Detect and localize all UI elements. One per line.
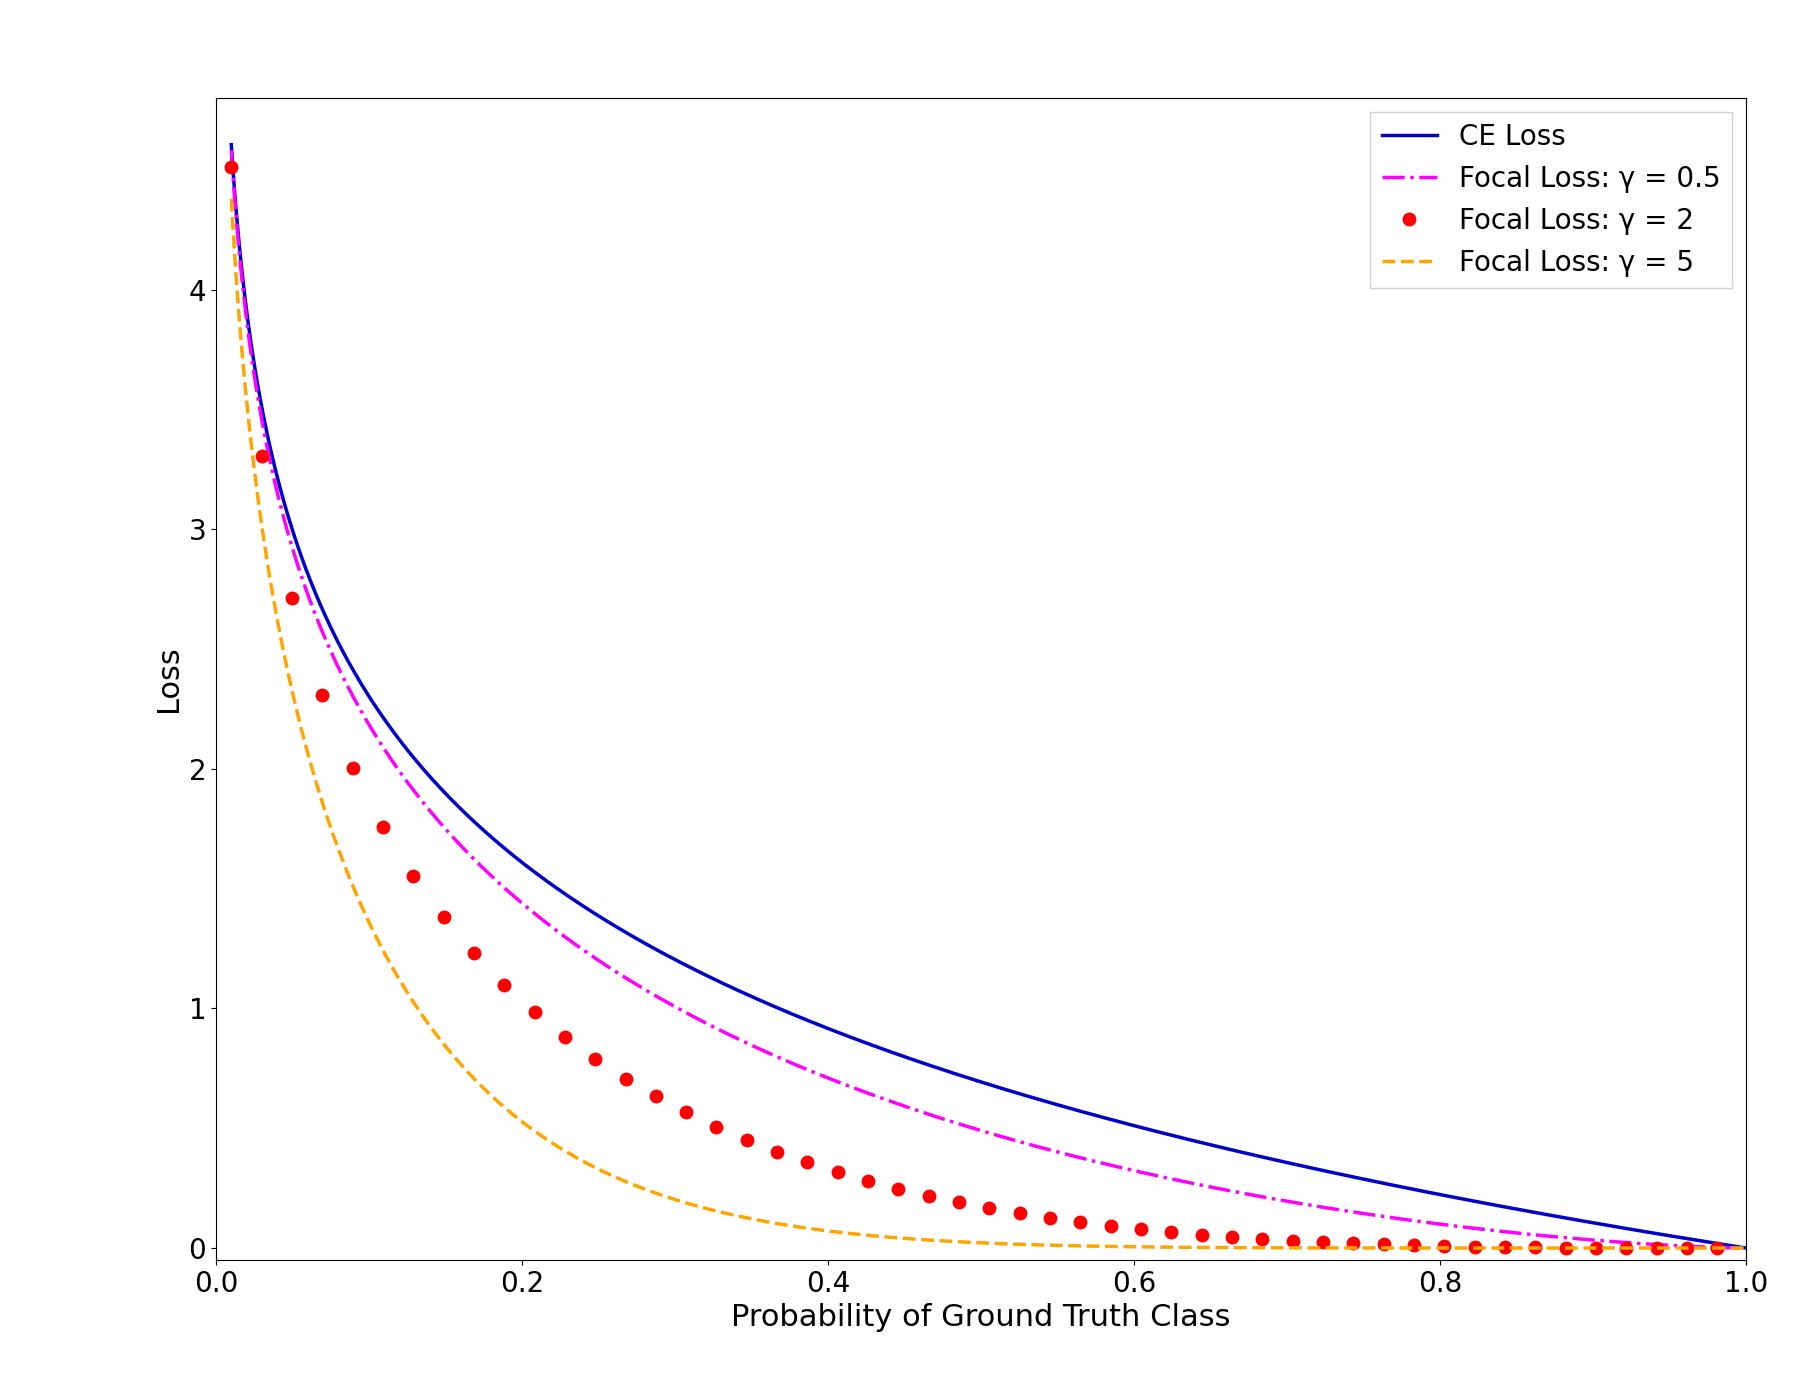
Focal Loss: γ = 2: (0.169, 1.23): γ = 2: (0.169, 1.23) bbox=[463, 945, 484, 962]
Focal Loss: γ = 2: (0.922, 0.0005): γ = 2: (0.922, 0.0005) bbox=[1615, 1239, 1636, 1256]
CE Loss bbox=[220, 136, 241, 153]
Focal Loss: γ = 2: (0.01, 4.51): γ = 2: (0.01, 4.51) bbox=[220, 158, 241, 175]
Focal Loss: γ = 2: (0.783, 0.0115): γ = 2: (0.783, 0.0115) bbox=[1404, 1236, 1426, 1253]
Focal Loss: γ = 2: (0.268, 0.707): γ = 2: (0.268, 0.707) bbox=[616, 1070, 637, 1086]
Focal Loss: γ = 5: (0.8, 7.18e-05): γ = 5: (0.8, 7.18e-05) bbox=[1429, 1239, 1451, 1256]
X-axis label: Probability of Ground Truth Class: Probability of Ground Truth Class bbox=[731, 1303, 1231, 1333]
Focal Loss: γ = 2: (0.644, 0.0557): γ = 2: (0.644, 0.0557) bbox=[1192, 1226, 1213, 1243]
Focal Loss: γ = 2: (0.109, 1.76): γ = 2: (0.109, 1.76) bbox=[373, 819, 394, 836]
Focal Loss: γ = 5: (0.446, 0.0421): γ = 5: (0.446, 0.0421) bbox=[887, 1229, 909, 1246]
Focal Loss: γ = 5: (0.01, 4.38): γ = 5: (0.01, 4.38) bbox=[220, 190, 241, 207]
Focal Loss: γ = 2: (0.942, 0.000206): γ = 2: (0.942, 0.000206) bbox=[1645, 1239, 1667, 1256]
Focal Loss: γ = 2: (0.426, 0.281): γ = 2: (0.426, 0.281) bbox=[857, 1172, 878, 1189]
Focal Loss: γ = 2: (0.585, 0.0925): γ = 2: (0.585, 0.0925) bbox=[1100, 1218, 1121, 1235]
Focal Loss: γ = 5: (0.69, 0.00107): γ = 5: (0.69, 0.00107) bbox=[1260, 1239, 1282, 1256]
Focal Loss: γ = 5: (0.111, 1.22): γ = 5: (0.111, 1.22) bbox=[374, 948, 396, 965]
Focal Loss: γ = 2: (0.129, 1.55): γ = 2: (0.129, 1.55) bbox=[403, 867, 425, 883]
Focal Loss: γ = 2: (0.0695, 2.31): γ = 2: (0.0695, 2.31) bbox=[311, 686, 333, 703]
Focal Loss: γ = 2: (0.624, 0.0664): γ = 2: (0.624, 0.0664) bbox=[1161, 1224, 1183, 1240]
Focal Loss: γ = 2: (0.0893, 2): γ = 2: (0.0893, 2) bbox=[342, 760, 364, 777]
Focal Loss: γ = 2: (0.743, 0.0195): γ = 2: (0.743, 0.0195) bbox=[1343, 1235, 1364, 1252]
Focal Loss: γ = 2: (0.704, 0.0309): γ = 2: (0.704, 0.0309) bbox=[1282, 1232, 1303, 1249]
Line: Focal Loss: γ = 0.5: Focal Loss: γ = 0.5 bbox=[230, 150, 1746, 1247]
Focal Loss: γ = 2: (0.664, 0.0462): γ = 2: (0.664, 0.0462) bbox=[1220, 1229, 1242, 1246]
Focal Loss: γ = 2: (0.0298, 3.31): γ = 2: (0.0298, 3.31) bbox=[250, 448, 272, 465]
Legend: CE Loss, Focal Loss: γ = 0.5, Focal Loss: γ = 2, Focal Loss: γ = 5: CE Loss, Focal Loss: γ = 0.5, Focal Loss… bbox=[1370, 112, 1732, 288]
Focal Loss: γ = 2: (0.763, 0.0152): γ = 2: (0.763, 0.0152) bbox=[1373, 1236, 1395, 1253]
Focal Loss: γ = 2: (0.605, 0.0787): γ = 2: (0.605, 0.0787) bbox=[1130, 1221, 1152, 1238]
Focal Loss: γ = 0.5: (0.782, 0.115): γ = 0.5: (0.782, 0.115) bbox=[1402, 1212, 1424, 1229]
Focal Loss: γ = 0.5: (0.69, 0.207): γ = 0.5: (0.69, 0.207) bbox=[1260, 1190, 1282, 1207]
Focal Loss: γ = 2: (0.0496, 2.71): γ = 2: (0.0496, 2.71) bbox=[281, 589, 302, 606]
Focal Loss: γ = 2: (0.466, 0.218): γ = 2: (0.466, 0.218) bbox=[918, 1187, 940, 1204]
Focal Loss: γ = 2: (0.486, 0.191): γ = 2: (0.486, 0.191) bbox=[949, 1194, 970, 1211]
Focal Loss: γ = 0.5: (0.446, 0.601): γ = 0.5: (0.446, 0.601) bbox=[887, 1096, 909, 1113]
Focal Loss: γ = 0.5: (0.111, 2.07): γ = 0.5: (0.111, 2.07) bbox=[374, 743, 396, 760]
Line: Focal Loss: γ = 2: Focal Loss: γ = 2 bbox=[225, 161, 1723, 1254]
Focal Loss: γ = 2: (0.228, 0.881): γ = 2: (0.228, 0.881) bbox=[554, 1029, 576, 1046]
CE Loss bbox=[833, 1026, 855, 1043]
Focal Loss: γ = 2: (0.961, 5.89e-05): γ = 2: (0.961, 5.89e-05) bbox=[1676, 1239, 1697, 1256]
Focal Loss: γ = 2: (0.149, 1.38): γ = 2: (0.149, 1.38) bbox=[432, 909, 454, 925]
Focal Loss: γ = 2: (0.248, 0.789): γ = 2: (0.248, 0.789) bbox=[585, 1050, 607, 1067]
Focal Loss: γ = 2: (0.545, 0.126): γ = 2: (0.545, 0.126) bbox=[1039, 1210, 1060, 1226]
Focal Loss: γ = 2: (0.367, 0.402): γ = 2: (0.367, 0.402) bbox=[767, 1144, 788, 1161]
CE Loss bbox=[887, 1046, 909, 1063]
Focal Loss: γ = 2: (0.803, 0.00854): γ = 2: (0.803, 0.00854) bbox=[1433, 1238, 1454, 1254]
Y-axis label: Loss: Loss bbox=[155, 645, 184, 713]
Focal Loss: γ = 2: (0.406, 0.317): γ = 2: (0.406, 0.317) bbox=[826, 1163, 848, 1180]
Focal Loss: γ = 2: (0.902, 0.000994): γ = 2: (0.902, 0.000994) bbox=[1586, 1239, 1607, 1256]
Focal Loss: γ = 2: (0.505, 0.167): γ = 2: (0.505, 0.167) bbox=[979, 1200, 1001, 1217]
Focal Loss: γ = 2: (0.387, 0.358): γ = 2: (0.387, 0.358) bbox=[797, 1154, 819, 1170]
Focal Loss: γ = 2: (0.347, 0.451): γ = 2: (0.347, 0.451) bbox=[736, 1131, 758, 1148]
Line: CE Loss: CE Loss bbox=[230, 144, 1746, 1247]
Focal Loss: γ = 2: (0.684, 0.038): γ = 2: (0.684, 0.038) bbox=[1251, 1231, 1273, 1247]
Focal Loss: γ = 2: (0.565, 0.108): γ = 2: (0.565, 0.108) bbox=[1069, 1214, 1091, 1231]
Focal Loss: γ = 2: (0.208, 0.984): γ = 2: (0.208, 0.984) bbox=[524, 1004, 545, 1021]
CE Loss bbox=[1735, 1239, 1757, 1256]
Focal Loss: γ = 2: (0.307, 0.566): γ = 2: (0.307, 0.566) bbox=[675, 1105, 697, 1121]
Focal Loss: γ = 2: (0.981, 6.74e-06): γ = 2: (0.981, 6.74e-06) bbox=[1706, 1239, 1728, 1256]
Focal Loss: γ = 2: (0.882, 0.00175): γ = 2: (0.882, 0.00175) bbox=[1555, 1239, 1577, 1256]
Focal Loss: γ = 2: (0.287, 0.633): γ = 2: (0.287, 0.633) bbox=[644, 1088, 666, 1105]
CE Loss bbox=[374, 713, 396, 729]
Focal Loss: γ = 2: (0.724, 0.0247): γ = 2: (0.724, 0.0247) bbox=[1312, 1233, 1334, 1250]
Focal Loss: γ = 2: (0.823, 0.00614): γ = 2: (0.823, 0.00614) bbox=[1463, 1238, 1485, 1254]
Focal Loss: γ = 5: (0.782, 0.000121): γ = 5: (0.782, 0.000121) bbox=[1402, 1239, 1424, 1256]
Line: Focal Loss: γ = 5: Focal Loss: γ = 5 bbox=[230, 199, 1746, 1247]
Focal Loss: γ = 2: (0.525, 0.145): γ = 2: (0.525, 0.145) bbox=[1010, 1205, 1031, 1222]
Focal Loss: γ = 0.5: (0.41, 0.684): γ = 0.5: (0.41, 0.684) bbox=[833, 1075, 855, 1092]
Focal Loss: γ = 0.5: (0.01, 4.58): γ = 0.5: (0.01, 4.58) bbox=[220, 141, 241, 158]
Focal Loss: γ = 5: (0.41, 0.0635): γ = 5: (0.41, 0.0635) bbox=[833, 1225, 855, 1242]
CE Loss bbox=[1429, 1186, 1451, 1203]
Focal Loss: γ = 2: (0.862, 0.00281): γ = 2: (0.862, 0.00281) bbox=[1525, 1239, 1546, 1256]
CE Loss bbox=[1402, 1180, 1424, 1197]
Focal Loss: γ = 2: (0.188, 1.1): γ = 2: (0.188, 1.1) bbox=[493, 976, 515, 993]
Focal Loss: γ = 0.5: (1, -0): γ = 0.5: (1, -0) bbox=[1735, 1239, 1757, 1256]
Focal Loss: γ = 2: (0.842, 0.00426): γ = 2: (0.842, 0.00426) bbox=[1494, 1239, 1516, 1256]
Focal Loss: γ = 2: (0.446, 0.248): γ = 2: (0.446, 0.248) bbox=[887, 1180, 909, 1197]
Focal Loss: γ = 5: (1, -0): γ = 5: (1, -0) bbox=[1735, 1239, 1757, 1256]
Focal Loss: γ = 0.5: (0.8, 0.0999): γ = 0.5: (0.8, 0.0999) bbox=[1429, 1215, 1451, 1232]
CE Loss bbox=[1260, 1151, 1282, 1168]
Focal Loss: γ = 2: (0.327, 0.506): γ = 2: (0.327, 0.506) bbox=[706, 1119, 727, 1135]
